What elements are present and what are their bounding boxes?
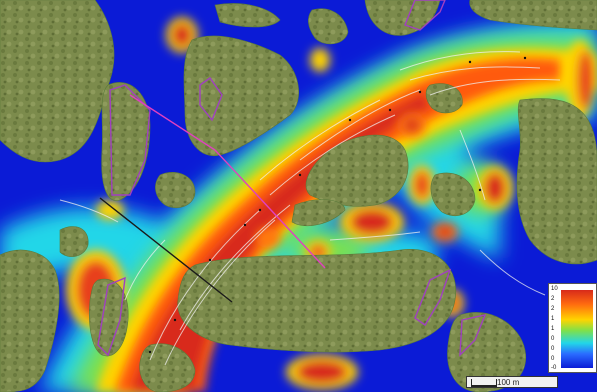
boundary-line[interactable] (129, 94, 326, 269)
protected-area-north (199, 77, 223, 122)
scale-bar: 100 m (466, 376, 558, 388)
scale-bar-label: 100 m (497, 378, 520, 387)
legend-tick-label: 0 (551, 346, 555, 352)
legend-tick-label: 1 (551, 326, 555, 332)
land-top-right (469, 0, 597, 31)
protected-area-south (414, 268, 452, 327)
legend-color-ramp (561, 290, 593, 368)
land-islet-west (155, 172, 196, 209)
protected-area-south-spit (97, 276, 126, 357)
protected-area-southeast (459, 314, 487, 357)
land-tiny-islet (59, 226, 89, 258)
land-west-peninsula (101, 82, 151, 201)
flow-arrowheads (148, 56, 527, 354)
land-center-spit (291, 199, 346, 226)
land-top-strip (214, 3, 281, 28)
land-south-center (177, 249, 457, 353)
protected-area-top (404, 0, 446, 31)
legend-tick-label: 10 (551, 286, 558, 292)
protected-area-west (109, 84, 151, 196)
legend-tick-label: 0 (551, 356, 555, 362)
land-south-islet (139, 343, 196, 392)
legend-tick-label: 0 (551, 336, 555, 342)
land-small-north (308, 8, 349, 45)
legend-ticks: 10 2 2 1 1 0 0 0 -0 (551, 286, 561, 372)
land-top-right-islet (364, 0, 441, 36)
land-center-island (305, 134, 409, 207)
land-southwest (0, 249, 60, 392)
legend-tick-label: 2 (551, 296, 555, 302)
scale-bar-tick (471, 379, 497, 387)
land-northwest (0, 0, 115, 163)
legend-tick-label: 1 (551, 316, 555, 322)
legend-tick-label: -0 (551, 365, 557, 371)
land-north-center (183, 35, 299, 157)
legend-tick-label: 2 (551, 306, 555, 312)
land-islet-mid-east (430, 172, 476, 216)
transect-line[interactable] (99, 197, 233, 303)
protected-area-outlines (97, 0, 487, 357)
land-east (516, 98, 597, 265)
color-legend: 10 2 2 1 1 0 0 0 -0 (548, 283, 597, 373)
